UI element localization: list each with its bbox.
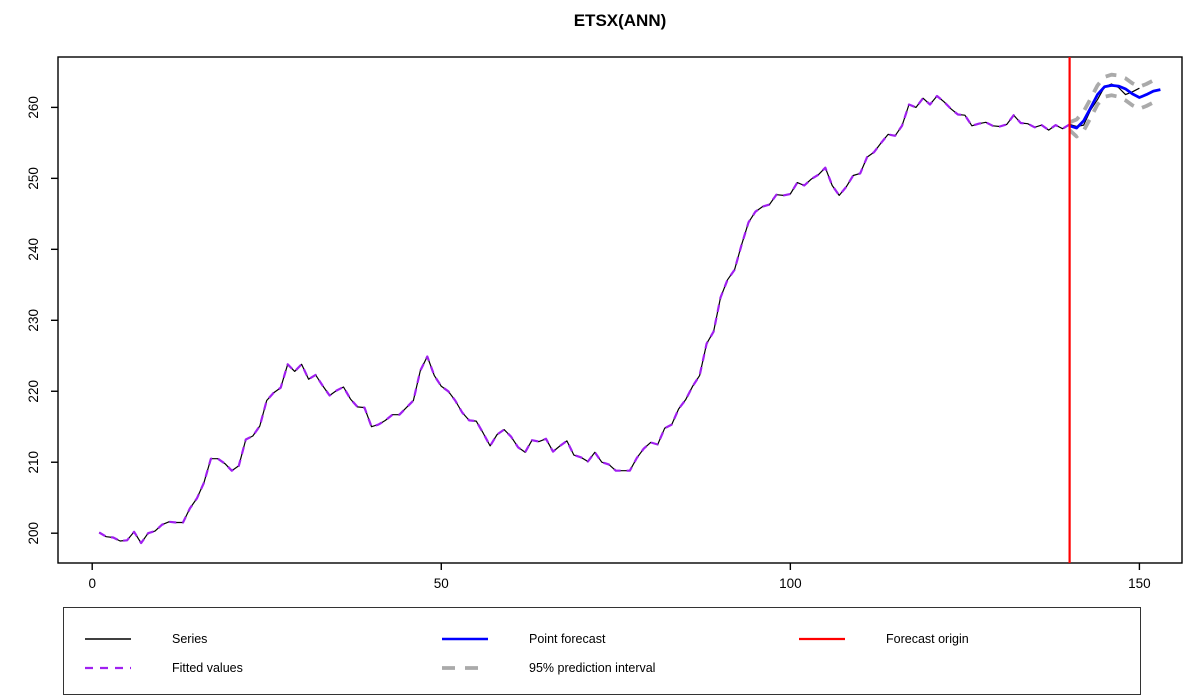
series-line-swatch (85, 638, 131, 640)
x-axis-tick-label: 0 (88, 576, 96, 591)
fitted-values-dash-swatch (85, 666, 131, 670)
prediction-interval-lower-line (1068, 93, 1161, 139)
legend-item-prediction-interval: 95% prediction interval (440, 658, 655, 678)
legend-item-fitted-values: Fitted values (83, 658, 243, 678)
series-line (98, 83, 1140, 544)
x-axis-tick-label: 150 (1128, 576, 1151, 591)
y-axis-tick-label: 260 (26, 96, 41, 119)
y-axis-tick-label: 210 (26, 451, 41, 474)
legend-item-series: Series (83, 629, 207, 649)
x-axis-tick-label: 50 (434, 576, 449, 591)
prediction-interval-upper-line (1068, 72, 1162, 125)
legend-label-fitted-values: Fitted values (172, 661, 243, 675)
y-axis-tick-label: 200 (26, 522, 41, 545)
y-axis-tick-label: 240 (26, 238, 41, 261)
point-forecast-line (1069, 84, 1161, 130)
fitted-values-line (98, 94, 1071, 545)
legend-item-forecast-origin: Forecast origin (797, 629, 969, 649)
legend-item-point-forecast: Point forecast (440, 629, 605, 649)
legend-label-series: Series (172, 632, 208, 646)
y-axis-tick-label: 230 (26, 309, 41, 332)
legend-label-point-forecast: Point forecast (529, 632, 606, 646)
y-axis-tick-label: 250 (26, 167, 41, 190)
x-axis-tick-label: 100 (779, 576, 802, 591)
plot-border (57, 56, 1183, 564)
point-forecast-line-swatch (442, 637, 488, 641)
legend-box: Series Fitted values Point forecast 95% … (63, 607, 1141, 695)
y-axis-tick-label: 220 (26, 380, 41, 403)
legend-label-forecast-origin: Forecast origin (886, 632, 969, 646)
legend-label-prediction-interval: 95% prediction interval (529, 661, 656, 675)
chart-title: ETSX(ANN) (573, 11, 667, 30)
forecast-origin-line-swatch (799, 637, 845, 641)
prediction-interval-dash-swatch (442, 666, 488, 670)
